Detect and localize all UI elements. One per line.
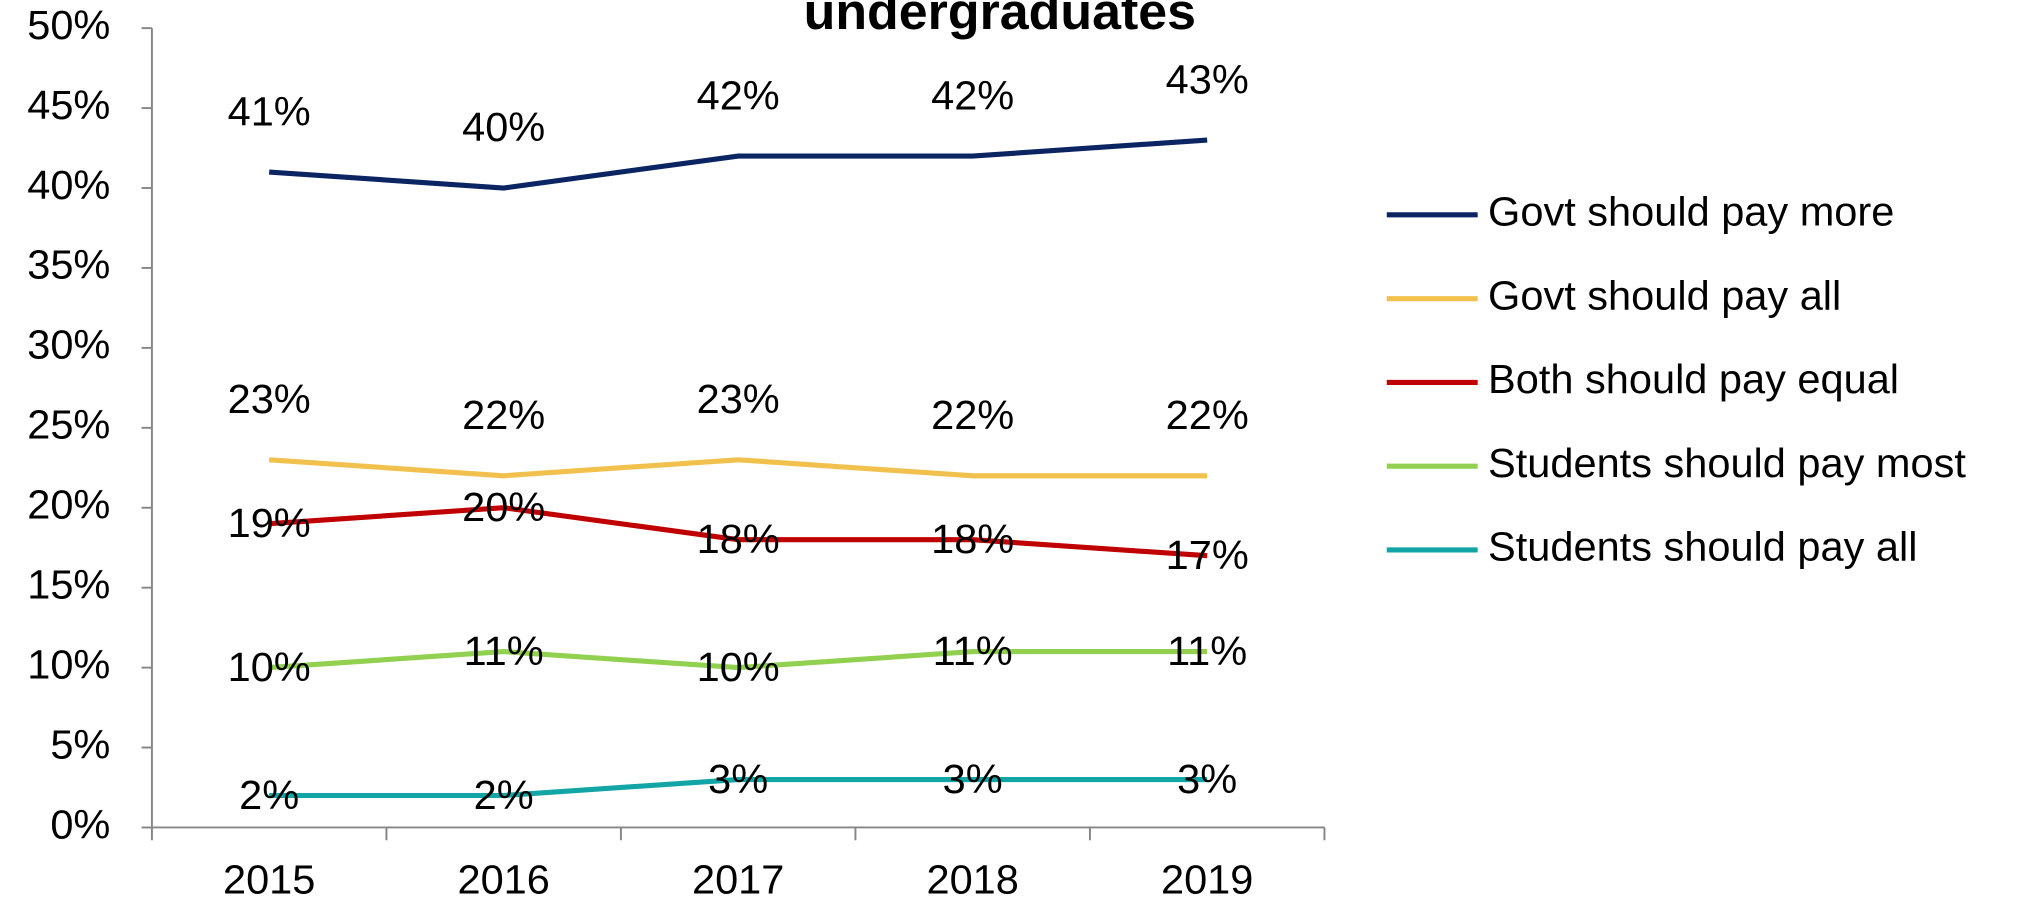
data-label: 22% — [931, 392, 1014, 438]
data-label: 2% — [239, 772, 299, 818]
series-line — [269, 776, 1208, 799]
x-tick-label: 2017 — [692, 857, 784, 903]
data-label: 43% — [1166, 57, 1249, 103]
legend-label: Govt should pay more — [1488, 189, 1894, 235]
y-tick-label: 30% — [27, 322, 110, 368]
data-label: 11% — [933, 628, 1013, 674]
data-label: 10% — [697, 644, 780, 690]
data-label: 3% — [1177, 756, 1237, 802]
data-label: 2% — [474, 772, 534, 818]
data-label: 22% — [462, 392, 545, 438]
data-label: 3% — [708, 756, 768, 802]
data-label: 19% — [228, 500, 311, 546]
data-label: 18% — [697, 516, 780, 562]
y-tick-label: 0% — [50, 802, 110, 848]
y-tick-label: 35% — [27, 242, 110, 288]
y-tick-label: 5% — [50, 722, 110, 768]
series-line — [268, 137, 1208, 191]
legend-label: Students should pay all — [1488, 524, 1917, 570]
series-line — [268, 505, 1208, 559]
y-tick-label: 20% — [27, 482, 110, 528]
data-label: 20% — [462, 484, 545, 530]
data-label: 42% — [697, 73, 780, 119]
data-label: 23% — [697, 376, 780, 422]
y-tick-label: 50% — [27, 2, 110, 48]
y-tick-label: 15% — [27, 562, 110, 608]
data-label: 3% — [943, 756, 1003, 802]
series-line — [268, 649, 1208, 671]
data-label: 11% — [464, 628, 544, 674]
data-label: 42% — [931, 73, 1014, 119]
chart-title: undergraduates — [804, 0, 1196, 40]
y-tick-label: 25% — [27, 402, 110, 448]
y-tick-label: 40% — [27, 162, 110, 208]
x-tick-label: 2019 — [1161, 857, 1253, 903]
x-tick-label: 2018 — [926, 857, 1018, 903]
legend-label: Both should pay equal — [1488, 356, 1899, 402]
x-tick-label: 2015 — [223, 857, 315, 903]
data-label: 41% — [228, 89, 311, 135]
series-line — [268, 457, 1208, 479]
data-label: 40% — [462, 105, 545, 151]
data-label: 18% — [931, 516, 1014, 562]
data-label: 22% — [1166, 392, 1249, 438]
legend-label: Govt should pay all — [1488, 273, 1841, 319]
y-tick-label: 45% — [27, 82, 110, 128]
data-label: 11% — [1167, 628, 1247, 674]
data-label: 10% — [228, 644, 311, 690]
data-label: 23% — [228, 376, 311, 422]
legend-label: Students should pay most — [1488, 440, 1966, 486]
x-tick-label: 2016 — [457, 857, 549, 903]
y-tick-label: 10% — [27, 642, 110, 688]
data-label: 17% — [1166, 532, 1249, 578]
